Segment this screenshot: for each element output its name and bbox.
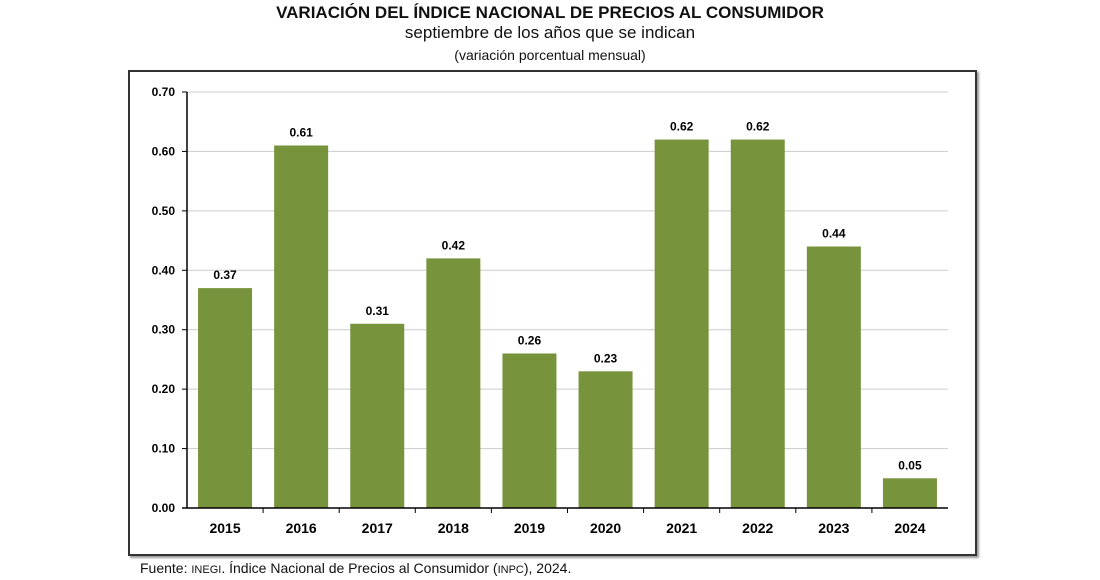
source-abbr: INPC bbox=[497, 564, 524, 576]
y-tick-label: 0.30 bbox=[152, 323, 176, 337]
bar-2018 bbox=[426, 258, 481, 508]
y-tick-label: 0.70 bbox=[152, 85, 176, 99]
bar-2020 bbox=[578, 371, 633, 508]
data-label: 0.37 bbox=[213, 268, 237, 282]
source-text: . Índice Nacional de Precios al Consumid… bbox=[221, 560, 498, 576]
data-label: 0.62 bbox=[746, 120, 770, 134]
x-tick-label: 2018 bbox=[438, 520, 469, 536]
source-prefix: Fuente: bbox=[140, 560, 192, 576]
x-tick-label: 2015 bbox=[209, 520, 240, 536]
data-label: 0.42 bbox=[442, 238, 466, 252]
data-label: 0.26 bbox=[518, 333, 542, 347]
source-suffix: ), 2024. bbox=[523, 560, 572, 576]
chart-frame bbox=[128, 70, 977, 556]
data-label: 0.61 bbox=[289, 125, 313, 139]
chart-subtitle: septiembre de los años que se indican bbox=[404, 23, 696, 42]
x-tick-label: 2024 bbox=[894, 520, 925, 536]
y-tick-label: 0.60 bbox=[152, 144, 176, 158]
source-note: Fuente: INEGI. Índice Nacional de Precio… bbox=[140, 560, 571, 576]
x-tick-label: 2021 bbox=[666, 520, 697, 536]
bar-2016 bbox=[274, 145, 329, 508]
bar-2021 bbox=[654, 139, 709, 509]
source-org: INEGI bbox=[191, 564, 222, 576]
y-tick-label: 0.50 bbox=[152, 204, 176, 218]
bar-2023 bbox=[806, 246, 861, 508]
x-tick-label: 2023 bbox=[818, 520, 849, 536]
bar-2022 bbox=[730, 139, 785, 509]
data-label: 0.05 bbox=[898, 458, 922, 472]
y-tick-label: 0.10 bbox=[152, 442, 176, 456]
x-tick-label: 2019 bbox=[514, 520, 545, 536]
data-label: 0.62 bbox=[670, 120, 694, 134]
chart-subtitle-units: (variación porcentual mensual) bbox=[454, 47, 646, 63]
x-tick-label: 2017 bbox=[362, 520, 393, 536]
bar-2019 bbox=[502, 353, 557, 508]
bar-2015 bbox=[198, 288, 253, 508]
data-label: 0.44 bbox=[822, 227, 846, 241]
data-label: 0.23 bbox=[594, 351, 618, 365]
chart-title: VARIACIÓN DEL ÍNDICE NACIONAL DE PRECIOS… bbox=[276, 3, 824, 22]
x-tick-label: 2022 bbox=[742, 520, 773, 536]
x-tick-label: 2016 bbox=[286, 520, 317, 536]
y-tick-label: 0.40 bbox=[152, 263, 176, 277]
x-tick-label: 2020 bbox=[590, 520, 621, 536]
bar-2017 bbox=[350, 323, 405, 508]
y-tick-label: 0.00 bbox=[152, 501, 176, 515]
data-label: 0.31 bbox=[366, 304, 390, 318]
y-tick-label: 0.20 bbox=[152, 382, 176, 396]
bar-2024 bbox=[882, 478, 937, 508]
